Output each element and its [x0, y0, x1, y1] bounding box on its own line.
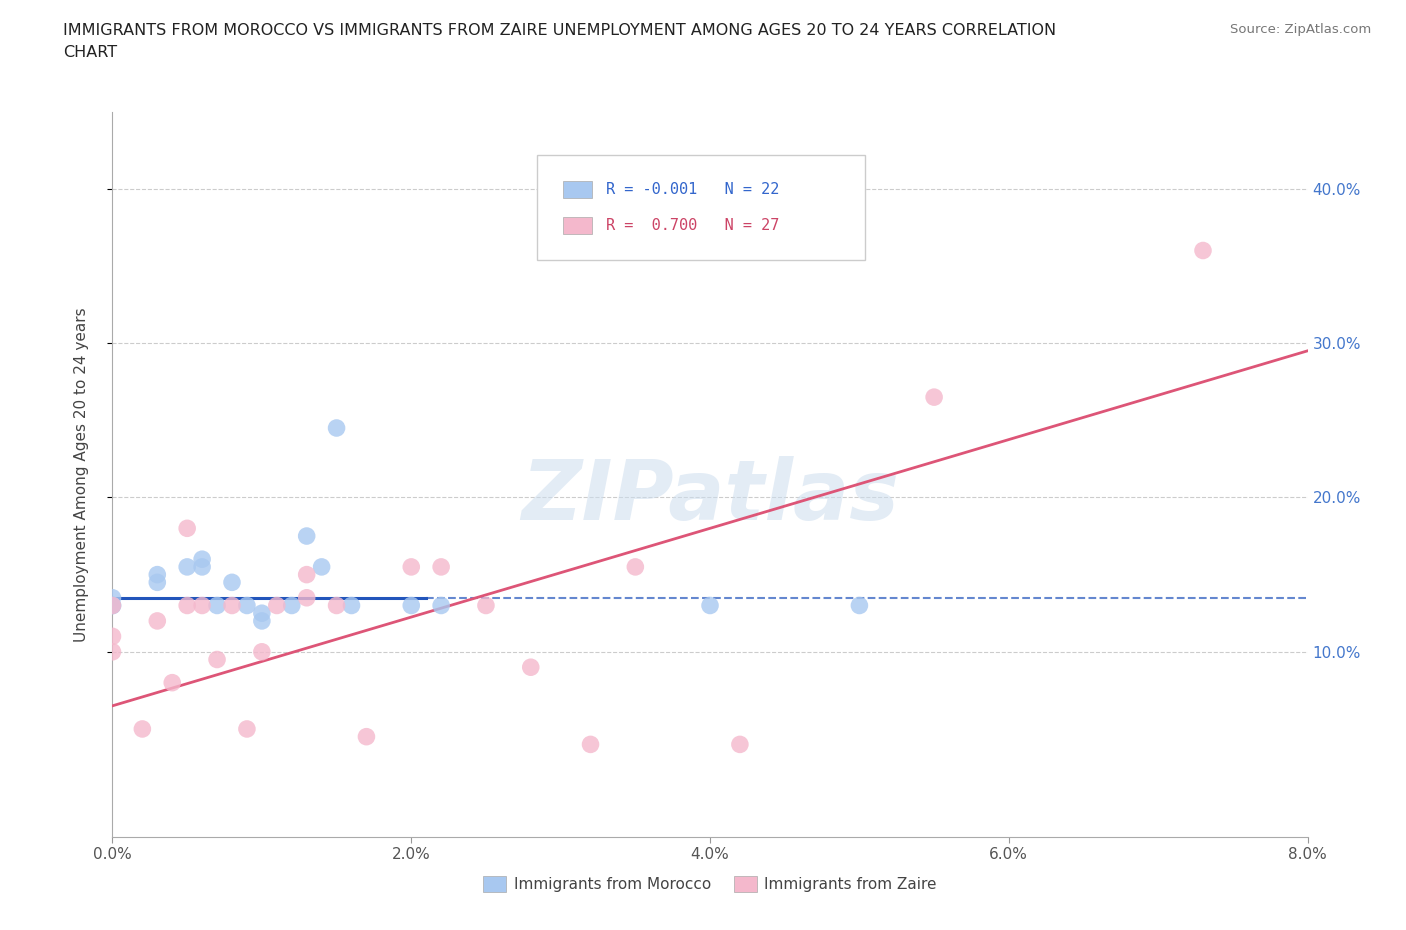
- Point: [191, 560, 214, 575]
- Point: [191, 598, 214, 613]
- Point: [579, 737, 602, 751]
- Point: [922, 390, 945, 405]
- Point: [1192, 243, 1215, 258]
- Point: [176, 598, 198, 613]
- Point: [101, 591, 124, 605]
- Text: CHART: CHART: [63, 45, 117, 60]
- Point: [236, 722, 259, 737]
- Point: [205, 652, 228, 667]
- FancyBboxPatch shape: [562, 180, 592, 198]
- Point: [430, 560, 453, 575]
- Point: [728, 737, 751, 751]
- Point: [101, 598, 124, 613]
- Point: [340, 598, 363, 613]
- Y-axis label: Unemployment Among Ages 20 to 24 years: Unemployment Among Ages 20 to 24 years: [75, 307, 89, 642]
- Point: [848, 598, 870, 613]
- Point: [401, 598, 423, 613]
- Point: [176, 521, 198, 536]
- Point: [146, 614, 169, 629]
- Point: [520, 659, 543, 674]
- Point: [295, 591, 318, 605]
- Point: [191, 551, 214, 566]
- Point: [131, 722, 153, 737]
- FancyBboxPatch shape: [562, 217, 592, 234]
- Point: [325, 598, 347, 613]
- Text: R = -0.001   N = 22: R = -0.001 N = 22: [606, 181, 779, 197]
- Point: [101, 629, 124, 644]
- Point: [356, 729, 378, 744]
- Point: [101, 644, 124, 659]
- Point: [295, 528, 318, 543]
- Point: [236, 598, 259, 613]
- Point: [266, 598, 288, 613]
- Point: [176, 560, 198, 575]
- Point: [101, 598, 124, 613]
- Text: IMMIGRANTS FROM MOROCCO VS IMMIGRANTS FROM ZAIRE UNEMPLOYMENT AMONG AGES 20 TO 2: IMMIGRANTS FROM MOROCCO VS IMMIGRANTS FR…: [63, 23, 1056, 38]
- Point: [250, 614, 273, 629]
- Text: R =  0.700   N = 27: R = 0.700 N = 27: [606, 218, 779, 233]
- Point: [325, 420, 347, 435]
- Point: [281, 598, 304, 613]
- Point: [101, 598, 124, 613]
- Legend: Immigrants from Morocco, Immigrants from Zaire: Immigrants from Morocco, Immigrants from…: [477, 870, 943, 898]
- Point: [146, 567, 169, 582]
- Point: [162, 675, 183, 690]
- Point: [250, 605, 273, 620]
- Point: [430, 598, 453, 613]
- Point: [221, 575, 243, 590]
- Text: ZIPatlas: ZIPatlas: [522, 456, 898, 537]
- Point: [311, 560, 333, 575]
- Text: Source: ZipAtlas.com: Source: ZipAtlas.com: [1230, 23, 1371, 36]
- Point: [699, 598, 721, 613]
- Point: [250, 644, 273, 659]
- Point: [146, 575, 169, 590]
- FancyBboxPatch shape: [537, 155, 866, 260]
- Point: [295, 567, 318, 582]
- Point: [205, 598, 228, 613]
- Point: [624, 560, 647, 575]
- Point: [401, 560, 423, 575]
- Point: [221, 598, 243, 613]
- Point: [475, 598, 498, 613]
